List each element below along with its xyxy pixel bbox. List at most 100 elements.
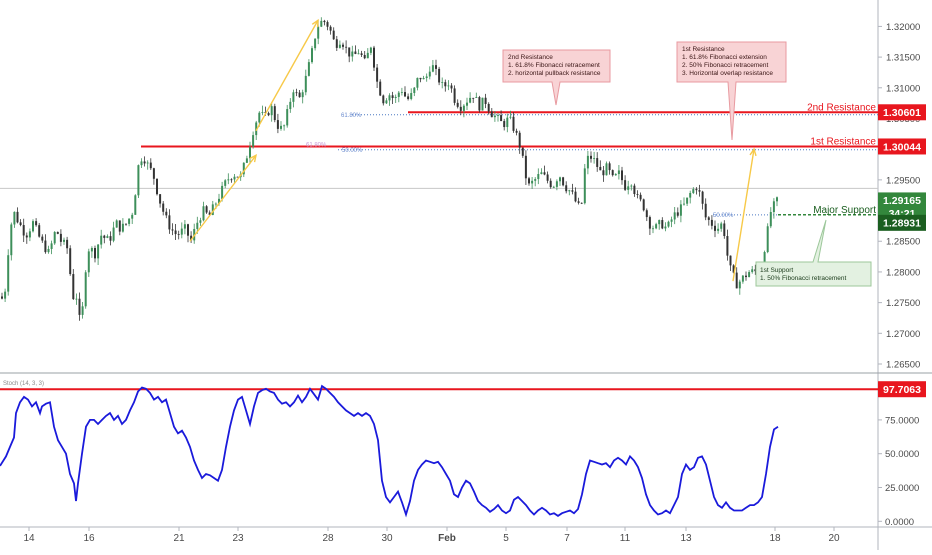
- candle-body: [503, 121, 506, 128]
- candle-body: [645, 210, 648, 218]
- candle-body: [106, 236, 109, 238]
- candle-body: [735, 272, 738, 289]
- candle-body: [165, 211, 168, 216]
- annotation-first-resistance[interactable]: 1st Resistance 1. 61.8% Fibonacci extens…: [676, 41, 787, 141]
- candle-body: [7, 255, 10, 292]
- candle-body: [4, 291, 7, 299]
- annotation-second-resistance[interactable]: 2nd Resistance 1. 61.8% Fibonacci retrac…: [502, 49, 611, 106]
- second-resistance-label: 2nd Resistance: [807, 102, 876, 113]
- candle-body: [583, 168, 586, 204]
- fib-label: 50.00%: [713, 213, 734, 219]
- candle-body: [227, 179, 230, 181]
- candle-body: [323, 20, 326, 23]
- candle-body: [515, 130, 518, 133]
- candle-body: [22, 225, 25, 236]
- candle-body: [289, 101, 292, 110]
- candle-body: [407, 96, 410, 99]
- candle-body: [447, 85, 450, 87]
- price-tag-box: [878, 192, 926, 209]
- annotation-first-support[interactable]: 1st Support 1. 50% Fibonacci retracement: [755, 219, 872, 287]
- candle-body: [385, 100, 388, 104]
- candle-body: [602, 170, 605, 176]
- candle-body: [419, 77, 422, 80]
- candle-body: [221, 185, 224, 199]
- annotation-line: 3. Horizontal overlap resistance: [682, 70, 773, 77]
- candle-body: [205, 206, 208, 213]
- candle-body: [317, 26, 320, 39]
- candle-body: [25, 235, 28, 238]
- candle-body: [41, 236, 44, 241]
- candle-body: [664, 226, 667, 229]
- candle-body: [738, 281, 741, 289]
- time-tick-label: 11: [620, 533, 631, 544]
- candle-body: [559, 177, 561, 182]
- time-tick-label: 20: [828, 533, 840, 544]
- candle-body: [487, 103, 490, 112]
- candle-body: [345, 46, 348, 48]
- candle-body: [689, 192, 692, 198]
- projection-arrow-head: [249, 154, 257, 163]
- candle-body: [717, 228, 720, 231]
- candle-body: [500, 115, 503, 122]
- candle-body: [301, 92, 304, 98]
- projection-arrow-head: [749, 147, 757, 157]
- candle-body: [152, 168, 155, 179]
- candle-body: [348, 47, 351, 57]
- candle-body: [363, 55, 366, 59]
- candle-body: [568, 190, 571, 192]
- projection-arrow-line: [189, 154, 257, 242]
- time-axis[interactable]: 14 16 21 23 28 30 Feb 5 7 11 13 18 20: [23, 527, 840, 544]
- horizontal-levels: [141, 111, 878, 216]
- candle-body: [441, 82, 444, 83]
- candle-body: [97, 244, 100, 259]
- price-tag-label: 1.28931: [883, 218, 921, 230]
- candle-body: [298, 92, 301, 98]
- candle-body: [369, 47, 372, 53]
- candle-body: [766, 226, 769, 253]
- candle-body: [69, 248, 72, 275]
- candle-body: [75, 298, 78, 300]
- oscillator-label: Stoch (14, 3, 3): [3, 381, 44, 387]
- candle-body: [35, 221, 38, 226]
- candle-body: [524, 155, 527, 179]
- candle-body: [382, 95, 385, 104]
- candle-body: [636, 194, 639, 195]
- candle-body: [549, 180, 552, 188]
- candle-body: [59, 233, 62, 242]
- candle-body: [748, 272, 751, 278]
- candle-body: [366, 52, 369, 59]
- candle-body: [475, 97, 478, 98]
- fib-label: 61.80%: [341, 113, 362, 119]
- candle-body: [224, 180, 227, 186]
- price-tick-label: 1.29500: [886, 175, 920, 186]
- osc-tick-label: 0.0000: [885, 517, 914, 528]
- candle-body: [686, 197, 689, 204]
- candle-body: [633, 185, 636, 195]
- time-tick-label: Feb: [438, 533, 456, 544]
- candle-body: [577, 201, 580, 203]
- candle-body: [481, 97, 484, 111]
- candle-body: [354, 51, 357, 54]
- candle-body: [311, 48, 313, 63]
- candle-body: [66, 239, 69, 249]
- candle-body: [53, 232, 56, 244]
- price-tag-label: 1.29165: [883, 195, 921, 207]
- annotation-title: 1st Support: [760, 267, 793, 274]
- candle-body: [580, 202, 583, 204]
- time-tick-label: 21: [173, 533, 185, 544]
- candle-body: [125, 223, 127, 225]
- candle-body: [94, 248, 96, 259]
- oscillator-axis[interactable]: 75.0000 50.0000 25.0000 0.0000: [878, 415, 919, 528]
- candle-body: [537, 174, 540, 180]
- candle-body: [596, 158, 599, 167]
- candle-body: [670, 219, 673, 222]
- candle-body: [435, 65, 437, 69]
- candle-body: [726, 236, 729, 256]
- candle-body: [190, 235, 193, 241]
- candle-body: [87, 251, 90, 273]
- candle-body: [608, 163, 611, 171]
- candle-body: [648, 217, 651, 229]
